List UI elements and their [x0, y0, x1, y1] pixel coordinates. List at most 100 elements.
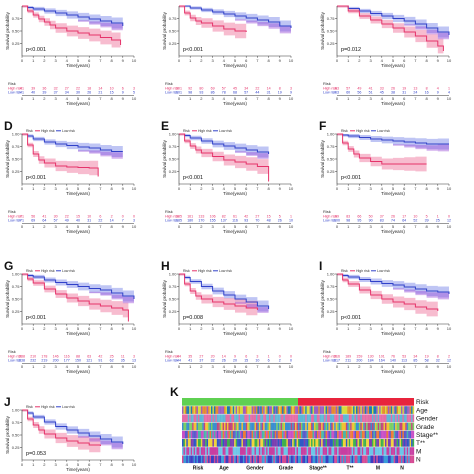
risk-count-low: 85 [413, 359, 417, 363]
heat-cell [231, 430, 233, 439]
heat-cell [189, 414, 191, 423]
risk-count-low: 39 [42, 91, 46, 95]
heat-cell [370, 406, 373, 414]
y-tick-label: 0.75 [12, 284, 21, 289]
heat-cell [335, 447, 338, 455]
legend-title: Risk [183, 269, 190, 273]
heat-cell [398, 439, 400, 447]
y-tick-label: 0.25 [327, 41, 336, 46]
heat-cell [225, 406, 228, 414]
heat-cell [199, 447, 201, 455]
risk-count-high: 0 [279, 355, 281, 359]
x-tick-label: 9 [122, 462, 125, 467]
y-tick-label: 0.75 [12, 144, 21, 149]
risk-table-tick-label: 0 [336, 364, 339, 369]
heat-cell [345, 414, 348, 423]
heat-cell [340, 447, 342, 455]
heat-cell [267, 406, 270, 414]
heat-cell [309, 422, 312, 431]
heat-cell [250, 455, 252, 464]
high-risk-curve [179, 133, 270, 182]
heat-cell [241, 447, 244, 455]
heat-cell [213, 414, 216, 423]
heat-cell [386, 430, 389, 439]
risk-row-low-label: Low risk [8, 91, 21, 95]
risk-table-tick-label: 5 [234, 364, 237, 369]
heat-cell [316, 447, 319, 455]
heat-cell [386, 406, 389, 414]
risk-count-low: 20 [233, 359, 237, 363]
heat-cell [313, 447, 316, 455]
x-tick-label: 8 [110, 186, 113, 191]
heat-cell [361, 430, 364, 439]
heat-cell [329, 439, 332, 447]
heat-cell [412, 422, 415, 431]
heat-cell [371, 447, 374, 455]
heat-cell [280, 439, 283, 447]
risk-table-tick-label: 9 [437, 96, 440, 101]
heat-cell [216, 414, 219, 423]
heat-cell [276, 422, 278, 431]
x-tick-label: 9 [122, 326, 125, 331]
heat-cell [353, 430, 355, 439]
heat-cell [315, 406, 317, 414]
heat-cell [271, 455, 274, 464]
heat-cell [403, 447, 406, 455]
heat-cell [392, 447, 394, 455]
heat-cell [405, 447, 407, 455]
heat-cell [195, 447, 197, 455]
heat-cell [289, 455, 291, 464]
heat-cell [225, 430, 228, 439]
risk-table-tick-label: 4 [381, 224, 384, 229]
heat-cell [344, 447, 346, 455]
risk-count-low: 170 [198, 219, 204, 223]
heat-cell [205, 406, 207, 414]
heat-cell [261, 406, 264, 414]
risk-count-low: 30 [76, 91, 80, 95]
heat-cell [208, 422, 210, 431]
heat-cell [322, 455, 325, 464]
risk-table-tick-label: 2 [200, 364, 203, 369]
heat-cell [337, 447, 339, 455]
x-tick-label: 7 [414, 326, 417, 331]
heat-cell [202, 406, 204, 414]
risk-count-high: 37 [380, 215, 384, 219]
y-tick-label: 0.25 [327, 309, 336, 314]
heat-cell [215, 447, 217, 455]
heat-cell [402, 422, 404, 431]
risk-count-high: 6 [245, 355, 247, 359]
heat-cell [338, 439, 341, 447]
heat-cell [319, 455, 322, 464]
heat-cell [342, 422, 345, 431]
heat-cell [241, 439, 244, 447]
heat-cell [340, 414, 342, 423]
heat-cell [350, 414, 352, 423]
heat-cell [369, 455, 371, 464]
legend-low-label: Low risk [377, 269, 390, 273]
heat-cell [379, 439, 381, 447]
heat-cell [186, 447, 188, 455]
legend-title: Risk [183, 129, 190, 133]
heat-cell [284, 455, 287, 464]
heat-cell [199, 422, 201, 431]
risk-count-low: 98 [188, 91, 192, 95]
risk-count-high: 14 [222, 355, 226, 359]
heat-cell [219, 439, 222, 447]
x-tick-label: 4 [66, 326, 69, 331]
heat-cell [332, 439, 335, 447]
heat-cell [332, 455, 335, 464]
heat-cell [287, 422, 290, 431]
heat-cell [193, 414, 196, 423]
heat-cell [356, 414, 358, 423]
heat-cell [186, 439, 188, 447]
heat-cell [348, 447, 351, 455]
risk-count-high: 2 [448, 355, 450, 359]
risk-count-low: 93 [244, 219, 248, 223]
heat-cell [306, 430, 309, 439]
heat-cell [311, 406, 313, 414]
heat-cell [209, 455, 212, 464]
heat-cell [321, 414, 323, 423]
heat-cell [269, 447, 271, 455]
heat-cell [308, 422, 310, 431]
heat-cell [399, 406, 402, 414]
